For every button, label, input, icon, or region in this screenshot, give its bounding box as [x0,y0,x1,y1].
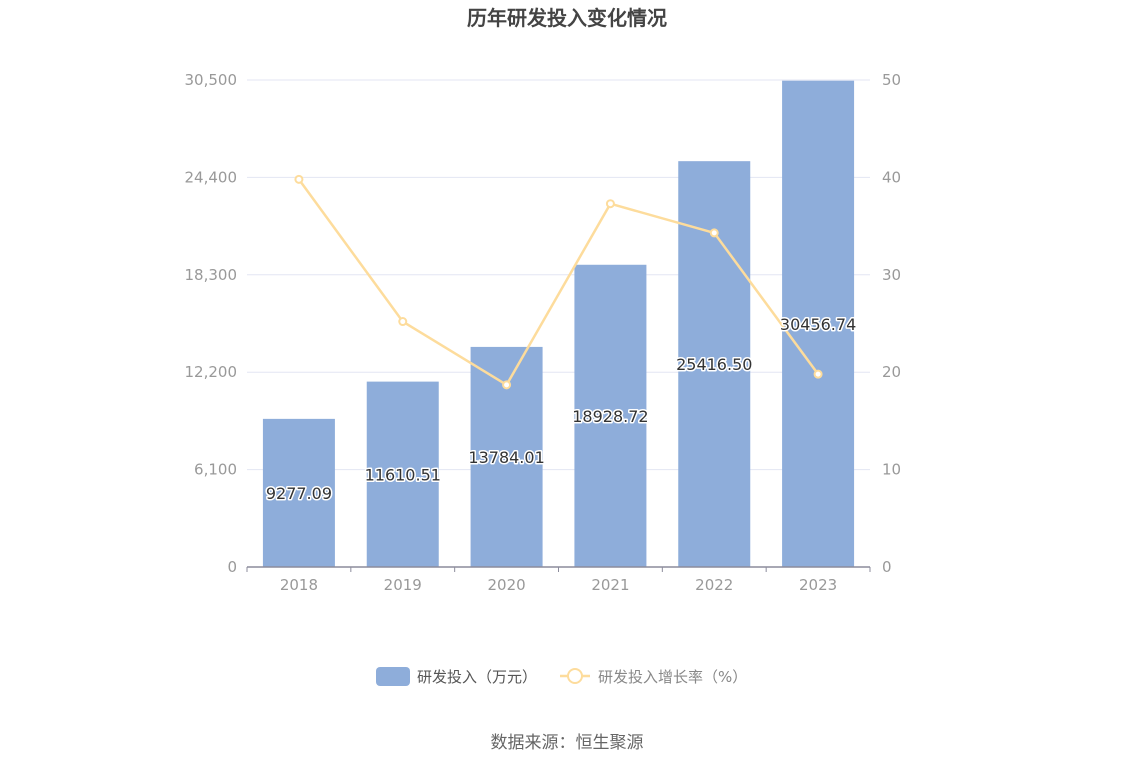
growth-rate-point-2021[interactable] [605,199,615,209]
y-left-tick-label: 12,200 [185,363,238,381]
y-right-tick-label: 0 [882,558,892,576]
x-tick-label: 2018 [280,576,318,594]
legend-label: 研发投入增长率（%） [598,668,747,686]
line-series [294,174,823,390]
y-left-tick-label: 18,300 [185,266,238,284]
bar-2019[interactable] [366,381,439,567]
chart-title: 历年研发投入变化情况 [467,6,667,30]
bar-value-label: 18928.72 [572,407,648,426]
legend-bar-swatch [376,667,410,686]
data-source-note: 数据来源：恒生聚源 [490,733,644,753]
x-tick-label: 2022 [695,576,733,594]
bar-value-label: 9277.09 [266,484,332,503]
bar-2021[interactable] [574,264,647,567]
legend-item-rd-investment[interactable]: 研发投入（万元） [376,667,537,686]
bar-2023[interactable] [782,80,855,568]
y-right-tick-label: 20 [882,363,901,381]
x-tick-label: 2021 [591,576,629,594]
y-left-tick-label: 6,100 [194,461,237,479]
y-right-tick-label: 30 [882,266,901,284]
y-left-tick-label: 0 [227,558,237,576]
x-tick-label: 2023 [799,576,837,594]
gridlines [247,79,870,471]
bar-series [262,80,855,568]
y-left-tick-label: 30,500 [185,71,238,89]
data-labels: 9277.09 11610.51 13784.01 18928.72 25416.50 3… [264,313,857,504]
legend-label: 研发投入（万元） [417,668,537,686]
growth-rate-point-2022[interactable] [709,228,719,238]
y-right-tick-label: 10 [882,461,901,479]
bar-value-label: 11610.51 [365,465,441,484]
axes: 0 6,100 12,200 18,300 24,400 30,500 0 10 20 30 40 5… [185,71,902,594]
legend-point-swatch [567,668,583,684]
y-right-tick-label: 50 [882,71,901,89]
y-right-tick-label: 40 [882,168,901,186]
legend[interactable]: 研发投入（万元） 研发投入增长率（%） [376,667,747,686]
growth-rate-point-2023[interactable] [813,369,823,379]
growth-rate-point-2019[interactable] [398,317,408,327]
bar-2018[interactable] [262,418,335,567]
legend-item-growth-rate[interactable]: 研发投入增长率（%） [560,668,747,686]
bar-value-label: 13784.01 [468,448,544,467]
growth-rate-point-2018[interactable] [294,174,304,184]
bar-value-label: 25416.50 [676,355,752,374]
bar-value-label: 30456.74 [780,315,856,334]
y-left-tick-label: 24,400 [185,168,238,186]
x-tick-label: 2020 [487,576,525,594]
growth-rate-point-2020[interactable] [502,380,512,390]
growth-rate-line [297,178,820,387]
x-tick-label: 2019 [384,576,422,594]
